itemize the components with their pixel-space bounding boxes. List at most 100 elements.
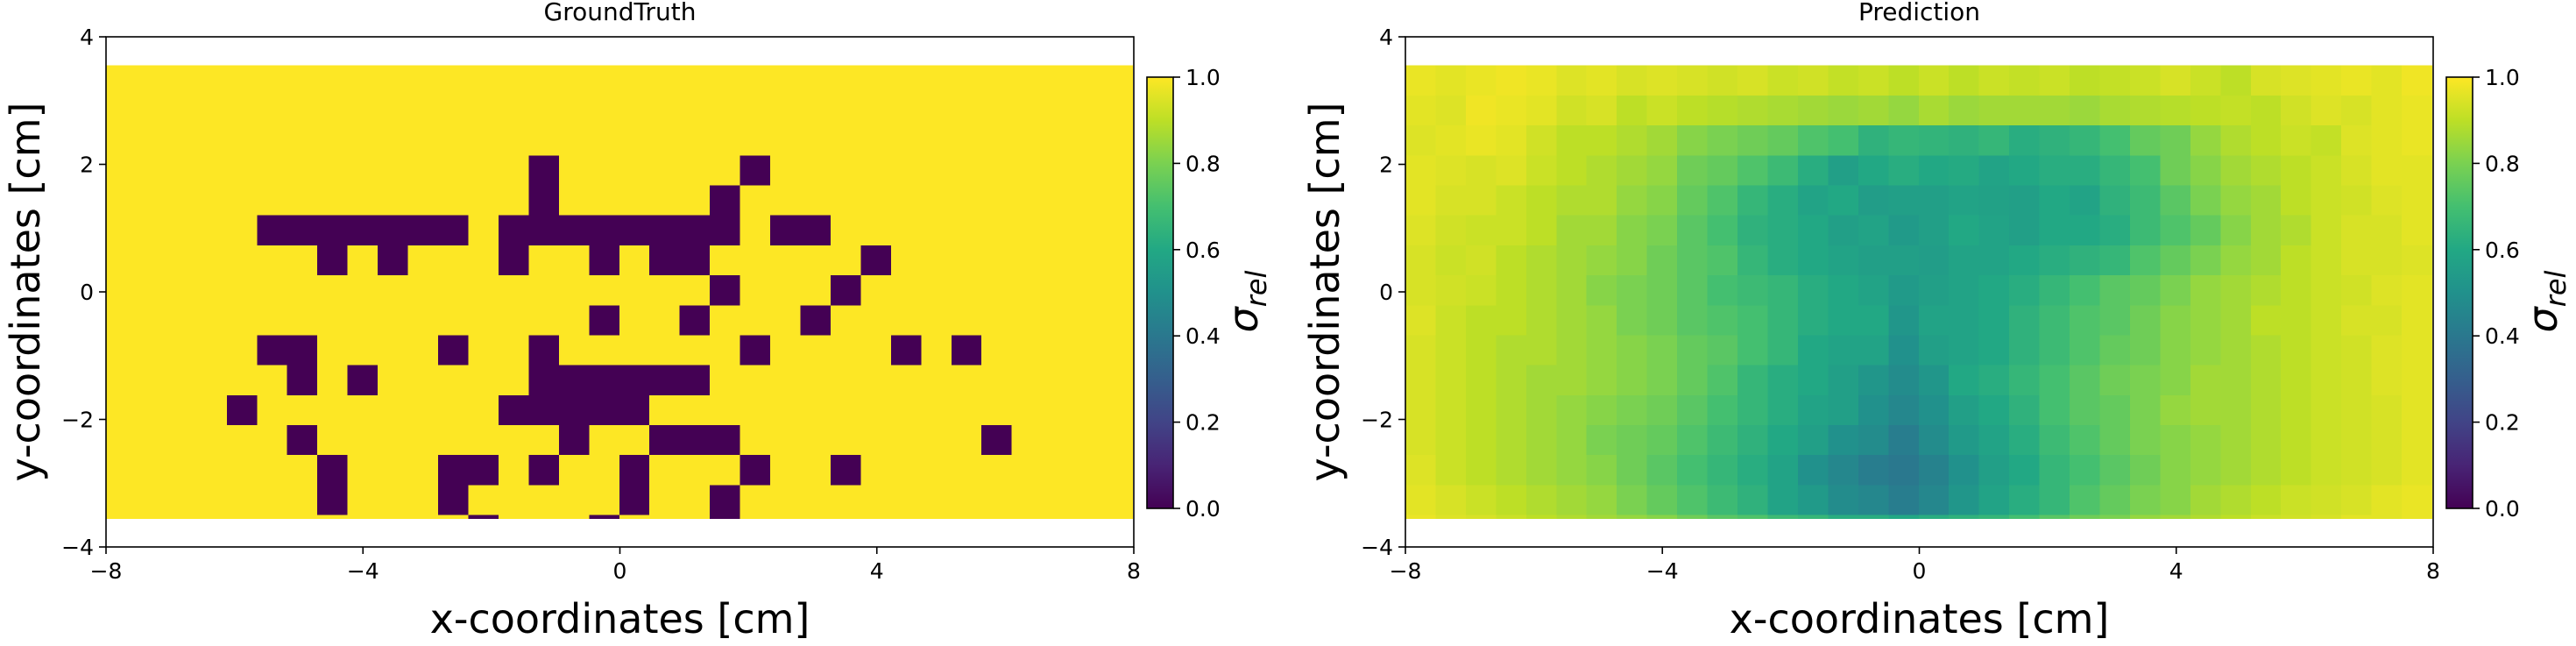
heatmap-cell [1586, 485, 1617, 516]
heatmap-cell [2190, 365, 2221, 396]
heatmap-cell [1405, 245, 1437, 276]
heatmap-cell [1888, 155, 1920, 187]
heatmap-cell [800, 335, 832, 366]
heatmap-cell [740, 394, 771, 426]
colorbar-tick-label: 0.4 [2485, 323, 2520, 349]
heatmap-cell [2160, 515, 2191, 519]
heatmap-cell [921, 515, 952, 519]
heatmap-cell [1586, 394, 1617, 426]
heatmap-cell [589, 455, 620, 486]
heatmap-cell [317, 275, 349, 306]
heatmap-cell [1102, 515, 1134, 519]
heatmap-cell [740, 275, 771, 306]
heatmap-cell [921, 215, 952, 246]
heatmap-cell [106, 485, 138, 516]
heatmap-cell [2341, 455, 2373, 486]
heatmap-cell [619, 305, 650, 337]
heatmap-cell [589, 515, 620, 519]
heatmap-cell [619, 485, 650, 516]
heatmap-cell [2070, 485, 2101, 516]
heatmap-cell [2281, 125, 2312, 156]
heatmap-cell [1858, 394, 1889, 426]
heatmap-cell [1978, 425, 2010, 456]
heatmap-cell [800, 125, 832, 156]
heatmap-cell [1405, 335, 1437, 366]
heatmap-cell [317, 305, 349, 337]
heatmap-cell [257, 335, 288, 366]
heatmap-cell [438, 65, 470, 96]
heatmap-cell [1677, 365, 1709, 396]
x-tick-label: 0 [1913, 558, 1927, 584]
heatmap-cell [1011, 485, 1043, 516]
heatmap-cell [710, 394, 741, 426]
heatmap-cell [1978, 515, 2010, 519]
heatmap-cell [1072, 335, 1103, 366]
heatmap-cell [589, 305, 620, 337]
heatmap-cell [1767, 425, 1799, 456]
heatmap-cell [1646, 425, 1678, 456]
heatmap-cell [1435, 185, 1467, 217]
heatmap-cell [589, 365, 620, 396]
heatmap-cell [710, 425, 741, 456]
heatmap-cell [1918, 515, 1950, 519]
heatmap-cell [981, 155, 1013, 187]
colorbar-tick-label: 0.0 [1185, 496, 1221, 522]
heatmap-cell [1496, 365, 1527, 396]
heatmap-cell [468, 515, 499, 519]
heatmap-cell [558, 185, 590, 217]
heatmap-cell [1646, 125, 1678, 156]
heatmap-cell [2190, 335, 2221, 366]
heatmap-cell [921, 455, 952, 486]
heatmap-cell [378, 65, 409, 96]
heatmap-cell [166, 95, 197, 126]
heatmap-cell [921, 185, 952, 217]
heatmap-cell [1072, 245, 1103, 276]
heatmap-cell [1011, 455, 1043, 486]
heatmap-cell [1797, 125, 1829, 156]
x-tick-label: 0 [613, 558, 627, 584]
heatmap-cell [287, 95, 318, 126]
heatmap-cell [1072, 65, 1103, 96]
heatmap-cell [1978, 245, 2010, 276]
heatmap-cell [2341, 425, 2373, 456]
y-tick-label: −4 [1361, 535, 1393, 560]
heatmap-cell [1586, 185, 1617, 217]
heatmap-cell [1405, 515, 1437, 519]
heatmap-cell [1828, 305, 1859, 337]
heatmap-cell [2371, 425, 2403, 456]
heatmap-cell [317, 394, 349, 426]
heatmap-cell [830, 515, 862, 519]
heatmap-cell [2250, 155, 2282, 187]
x-tick-label: −4 [1646, 558, 1679, 584]
heatmap-cell [226, 365, 258, 396]
heatmap-cell [860, 365, 892, 396]
heatmap-cell [2070, 455, 2101, 486]
heatmap-cell [166, 215, 197, 246]
heatmap-cell [1405, 95, 1437, 126]
heatmap-cell [981, 125, 1013, 156]
heatmap-cell [679, 65, 711, 96]
heatmap-cell [1556, 95, 1588, 126]
y-tick-label: 0 [80, 280, 94, 305]
heatmap-cell [2070, 215, 2101, 246]
heatmap-cell [589, 245, 620, 276]
heatmap-cell [1797, 485, 1829, 516]
heatmap-cell [740, 65, 771, 96]
heatmap-cell [740, 95, 771, 126]
heatmap-cell [860, 125, 892, 156]
heatmap-cell [498, 485, 529, 516]
heatmap-cell [468, 335, 499, 366]
heatmap-cell [1949, 155, 1980, 187]
heatmap-cell [2009, 155, 2041, 187]
heatmap-cell [1707, 335, 1738, 366]
heatmap-cell [1646, 155, 1678, 187]
heatmap-cell [1586, 335, 1617, 366]
heatmap-cell [468, 65, 499, 96]
heatmap-cell [951, 95, 982, 126]
heatmap-cell [1586, 65, 1617, 96]
heatmap-cell [257, 65, 288, 96]
heatmap-cell [1828, 394, 1859, 426]
heatmap-cell [1888, 95, 1920, 126]
heatmap-cell [257, 215, 288, 246]
heatmap-cell [558, 365, 590, 396]
